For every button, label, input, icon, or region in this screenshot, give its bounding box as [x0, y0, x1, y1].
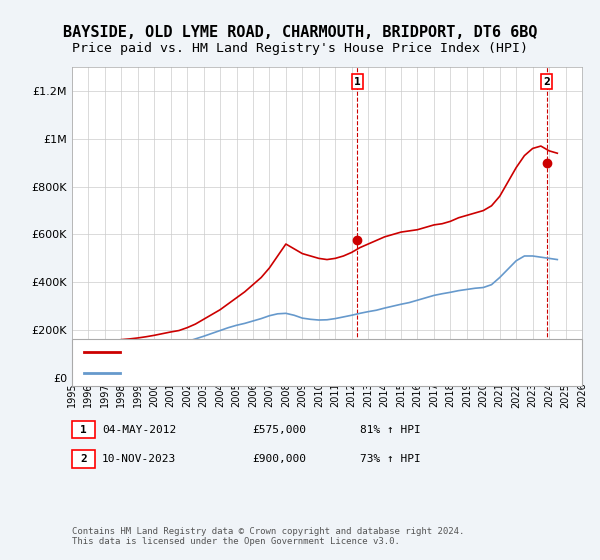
Text: 1: 1 — [80, 424, 87, 435]
Text: 2: 2 — [543, 77, 550, 86]
Text: 04-MAY-2012: 04-MAY-2012 — [102, 424, 176, 435]
Text: Contains HM Land Registry data © Crown copyright and database right 2024.
This d: Contains HM Land Registry data © Crown c… — [72, 526, 464, 546]
Text: 1: 1 — [354, 77, 361, 86]
Text: Price paid vs. HM Land Registry's House Price Index (HPI): Price paid vs. HM Land Registry's House … — [72, 42, 528, 55]
Text: HPI: Average price, detached house, Dorset: HPI: Average price, detached house, Dors… — [132, 368, 379, 378]
Text: 2: 2 — [80, 454, 87, 464]
Text: 10-NOV-2023: 10-NOV-2023 — [102, 454, 176, 464]
Text: BAYSIDE, OLD LYME ROAD, CHARMOUTH, BRIDPORT, DT6 6BQ (detached house): BAYSIDE, OLD LYME ROAD, CHARMOUTH, BRIDP… — [132, 347, 538, 357]
Text: BAYSIDE, OLD LYME ROAD, CHARMOUTH, BRIDPORT, DT6 6BQ: BAYSIDE, OLD LYME ROAD, CHARMOUTH, BRIDP… — [63, 25, 537, 40]
Text: £900,000: £900,000 — [252, 454, 306, 464]
Text: 81% ↑ HPI: 81% ↑ HPI — [360, 424, 421, 435]
Text: 73% ↑ HPI: 73% ↑ HPI — [360, 454, 421, 464]
Text: £575,000: £575,000 — [252, 424, 306, 435]
